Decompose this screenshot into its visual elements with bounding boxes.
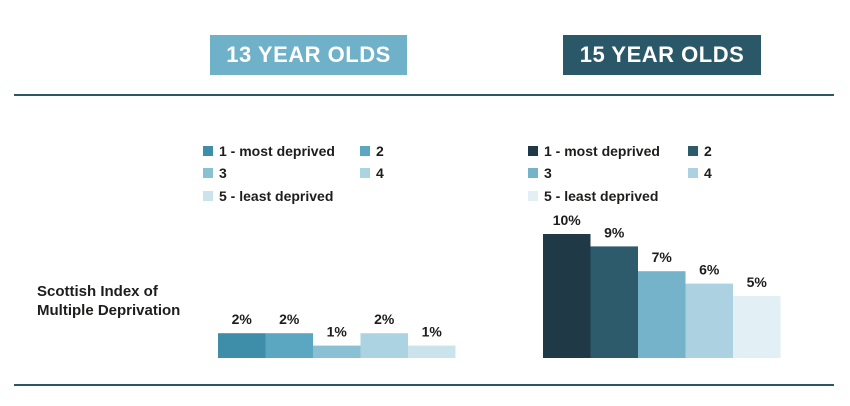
legend-swatch	[360, 168, 370, 178]
legend-swatch	[528, 146, 538, 156]
data-label: 2%	[279, 311, 300, 327]
data-label: 6%	[699, 262, 720, 278]
legend-label: 4	[704, 165, 712, 181]
y-axis-label: Scottish Index of Multiple Deprivation	[37, 283, 181, 319]
top-divider	[14, 94, 834, 96]
legend-label: 1 - most deprived	[544, 143, 660, 159]
legend-swatch	[528, 168, 538, 178]
data-label: 7%	[652, 249, 673, 265]
legend-item: 3	[528, 164, 552, 182]
legend-swatch	[528, 191, 538, 201]
bar	[313, 345, 361, 358]
bar	[360, 333, 408, 358]
legend-swatch	[360, 146, 370, 156]
legend-swatch	[203, 146, 213, 156]
legend-swatch	[688, 146, 698, 156]
legend-swatch	[203, 191, 213, 201]
legend-label: 4	[376, 165, 384, 181]
legend-label: 1 - most deprived	[219, 143, 335, 159]
bar	[685, 283, 733, 358]
legend-swatch	[203, 168, 213, 178]
legend-item: 2	[360, 142, 384, 160]
legend-label: 2	[704, 143, 712, 159]
title-15-year-olds: 15 YEAR OLDS	[563, 35, 761, 75]
bottom-divider	[14, 384, 834, 386]
bar	[733, 296, 781, 358]
legend-item: 5 - least deprived	[528, 187, 658, 205]
legend-item: 2	[688, 142, 712, 160]
legend-swatch	[688, 168, 698, 178]
bar	[590, 246, 638, 358]
data-label: 9%	[604, 224, 625, 240]
legend-item: 5 - least deprived	[203, 187, 333, 205]
bar	[265, 333, 313, 358]
data-label: 2%	[232, 311, 253, 327]
legend-item: 4	[688, 164, 712, 182]
legend-label: 3	[544, 165, 552, 181]
title-13-year-olds: 13 YEAR OLDS	[210, 35, 407, 75]
legend-label: 2	[376, 143, 384, 159]
legend-label: 5 - least deprived	[544, 188, 659, 204]
legend-label: 3	[219, 165, 227, 181]
data-label: 2%	[374, 311, 395, 327]
legend-item: 3	[203, 164, 227, 182]
legend-item: 4	[360, 164, 384, 182]
bar	[408, 345, 456, 358]
data-label: 1%	[327, 324, 348, 340]
bar	[543, 234, 591, 358]
data-label: 5%	[747, 274, 768, 290]
legend-label: 5 - least deprived	[219, 188, 334, 204]
bar	[638, 271, 686, 358]
legend-item: 1 - most deprived	[528, 142, 660, 160]
legend-item: 1 - most deprived	[203, 142, 335, 160]
bar	[218, 333, 266, 358]
data-label: 10%	[553, 212, 582, 228]
data-label: 1%	[422, 324, 443, 340]
